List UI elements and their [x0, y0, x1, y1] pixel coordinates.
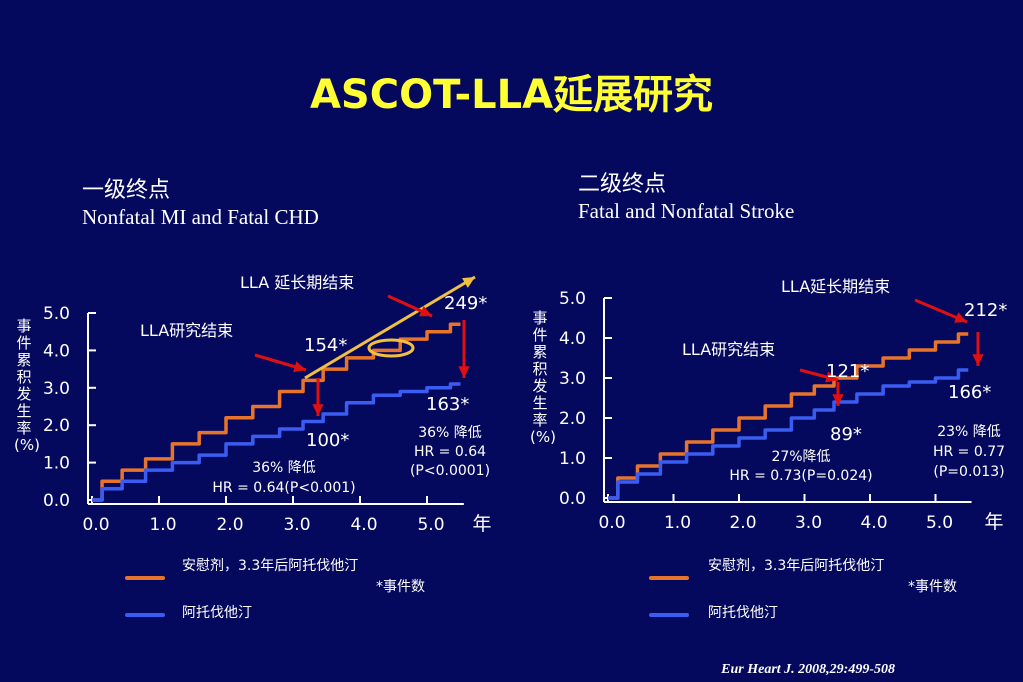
secondary-y-tick-label: 0.0 [559, 489, 586, 509]
secondary-reduction-ext-line: HR = 0.77 [933, 444, 1005, 460]
secondary-reduction-ext-line: 23% 降低 [937, 424, 1001, 440]
legend-atorva-label: 阿托伐他汀 [182, 605, 252, 621]
secondary-placebo-count-lla: 121* [826, 361, 869, 382]
secondary-x-tick-label: 1.0 [664, 513, 691, 533]
event-count-note: *事件数 [376, 579, 425, 595]
legend-atorva-swatch [125, 613, 165, 617]
primary-y-tick-label: 4.0 [43, 341, 70, 361]
secondary-atorva-count-lla: 89* [830, 424, 862, 445]
secondary-y-tick-label: 1.0 [559, 449, 586, 469]
primary-reduction-ext-line: (P<0.0001) [410, 463, 490, 479]
primary-endpoint-subtitle: Nonfatal MI and Fatal CHD [82, 205, 319, 229]
secondary-y-tick-label: 4.0 [559, 329, 586, 349]
primary-y-tick-label: 3.0 [43, 379, 70, 399]
legend-placebo-swatch [125, 576, 165, 580]
secondary-reduction-lla-line: 27%降低 [771, 449, 830, 465]
primary-reduction-lla-line: 36% 降低 [252, 460, 316, 476]
legend-placebo-swatch-right [649, 576, 689, 580]
primary-trend-arrow-shaft [304, 275, 476, 380]
secondary-x-tick-label: 5.0 [926, 513, 953, 533]
citation: Eur Heart J. 2008,29:499-508 [721, 662, 895, 677]
primary-trend-arrow-head [462, 277, 475, 288]
primary-y-tick-label: 0.0 [43, 491, 70, 511]
primary-atorva-count-ext: 163* [426, 394, 469, 415]
event-count-note-right: *事件数 [908, 579, 957, 595]
secondary-lla-end-arrow-head [825, 371, 838, 383]
secondary-y-tick-label: 5.0 [559, 289, 586, 309]
primary-y-axis-label: 事件累积发生率(%) [14, 317, 40, 454]
primary-lla-drop-arrow-head [312, 404, 324, 416]
primary-lla-ext-arrow-head [419, 306, 432, 317]
legend-placebo-label: 安慰剂，3.3年后阿托伐他汀 [182, 558, 359, 574]
primary-series-placebo [92, 322, 461, 502]
legend-atorva-swatch-right [649, 613, 689, 617]
primary-x-tick-label: 5.0 [417, 515, 444, 535]
secondary-lla-ext-arrow-head [954, 312, 967, 323]
secondary-reduction-ext-line: (P=0.013) [933, 464, 1004, 480]
secondary-x-tick-label: 4.0 [860, 513, 887, 533]
secondary-y-axis-label: 事件累积发生率(%) [530, 309, 556, 446]
secondary-ext-drop-arrow-head [972, 354, 984, 366]
primary-x-tick-label: 0.0 [82, 515, 109, 535]
primary-endpoint-title: 一级终点 [82, 178, 171, 203]
primary-x-axis-label: 年 [472, 513, 491, 535]
secondary-endpoint-subtitle: Fatal and Nonfatal Stroke [578, 199, 795, 223]
secondary-endpoint-title: 二级终点 [578, 172, 667, 197]
primary-reduction-ext-line: 36% 降低 [418, 425, 482, 441]
secondary-series-atorvastatin [608, 368, 969, 500]
secondary-lla-end-label: LLA研究结束 [682, 340, 775, 359]
secondary-x-tick-label: 2.0 [729, 513, 756, 533]
secondary-y-tick-label: 3.0 [559, 369, 586, 389]
secondary-x-tick-label: 0.0 [598, 513, 625, 533]
primary-y-tick-label: 5.0 [43, 304, 70, 324]
secondary-x-tick-label: 3.0 [795, 513, 822, 533]
primary-lla-end-label: LLA研究结束 [140, 321, 233, 340]
secondary-x-axis-label: 年 [984, 511, 1003, 533]
primary-x-tick-label: 3.0 [283, 515, 310, 535]
page-title: ASCOT-LLA延展研究 [309, 72, 714, 118]
secondary-series-placebo [608, 332, 969, 500]
primary-x-tick-label: 1.0 [149, 515, 176, 535]
primary-lla-ext-label: LLA 延长期结束 [240, 273, 354, 292]
primary-atorva-count-lla: 100* [306, 430, 349, 451]
secondary-lla-ext-label: LLA延长期结束 [781, 277, 890, 296]
primary-x-tick-label: 2.0 [216, 515, 243, 535]
primary-x-tick-label: 4.0 [350, 515, 377, 535]
primary-series-atorvastatin [92, 382, 461, 502]
primary-ext-drop-arrow-head [458, 366, 470, 378]
legend-placebo-label-right: 安慰剂，3.3年后阿托伐他汀 [708, 558, 885, 574]
primary-placebo-count-ext: 249* [444, 293, 487, 314]
primary-reduction-ext-line: HR = 0.64 [414, 444, 486, 460]
primary-crossover-ellipse [367, 338, 415, 358]
secondary-atorva-count-ext: 166* [948, 382, 991, 403]
secondary-y-tick-label: 2.0 [559, 409, 586, 429]
primary-y-tick-label: 1.0 [43, 454, 70, 474]
secondary-reduction-lla-line: HR = 0.73(P=0.024) [729, 468, 872, 484]
primary-reduction-lla-line: HR = 0.64(P<0.001) [212, 480, 355, 496]
primary-lla-end-arrow-head [293, 361, 306, 373]
primary-y-tick-label: 2.0 [43, 416, 70, 436]
primary-placebo-count-lla: 154* [304, 335, 347, 356]
secondary-lla-drop-arrow-head [832, 394, 844, 406]
secondary-placebo-count-ext: 212* [964, 300, 1007, 321]
legend-atorva-label-right: 阿托伐他汀 [708, 605, 778, 621]
